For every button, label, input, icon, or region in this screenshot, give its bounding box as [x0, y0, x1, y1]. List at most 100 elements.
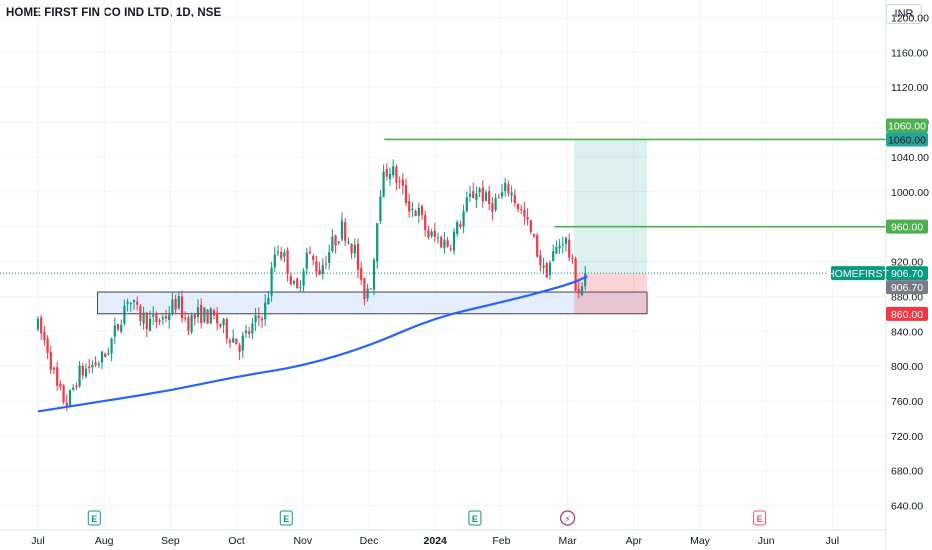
candle-body	[299, 287, 302, 289]
x-tick-label: Feb	[492, 535, 510, 547]
candle-body	[142, 312, 145, 324]
candle-body	[462, 211, 465, 227]
candle-body	[219, 323, 222, 327]
candle-body	[126, 301, 129, 304]
earnings-marker	[468, 510, 482, 526]
candle-body	[510, 192, 513, 196]
candle-body	[254, 315, 257, 323]
candle-body	[350, 243, 353, 254]
candle-body	[481, 187, 484, 202]
candle-body	[353, 244, 356, 254]
candle-body	[571, 257, 574, 260]
mid-target-price-label-text: 960.00	[891, 222, 923, 234]
candle-body	[171, 299, 174, 314]
candle-body	[449, 248, 452, 250]
y-tick-label: 680.00	[891, 466, 923, 478]
x-tick-label: Nov	[293, 535, 312, 547]
candle-body	[494, 198, 497, 210]
candle-body	[206, 309, 209, 324]
candle-body	[113, 325, 116, 337]
candle-body	[78, 365, 81, 387]
earnings-marker	[87, 510, 101, 526]
candle-body	[472, 191, 475, 199]
candle-body	[529, 220, 532, 232]
candle-body	[155, 313, 158, 323]
candle-body	[241, 335, 244, 351]
candle-body	[388, 173, 392, 180]
candle-body	[225, 319, 228, 339]
x-tick-label: Apr	[626, 535, 643, 547]
y-tick-label: 800.00	[891, 361, 923, 373]
candle-body	[46, 338, 49, 353]
candle-body	[248, 331, 251, 334]
candle-body	[580, 286, 584, 296]
candle-body	[334, 235, 337, 246]
ma-value-label-text: 906.70	[891, 282, 923, 294]
candle-body	[526, 216, 529, 220]
candle-body	[280, 251, 283, 259]
y-tick-label: 1000.00	[891, 187, 929, 199]
x-tick-label: 2024	[424, 535, 448, 547]
candle-body	[552, 251, 555, 262]
candle-body	[408, 201, 411, 212]
candle-body	[193, 314, 196, 319]
stop-loss-area	[574, 273, 648, 314]
candle-body	[417, 207, 420, 216]
candle-body	[324, 263, 328, 265]
candle-body	[238, 344, 241, 352]
x-tick-label: Mar	[559, 535, 578, 547]
candle-body	[88, 366, 91, 369]
candle-body	[440, 237, 443, 248]
earnings-marker	[753, 510, 767, 526]
candle-body	[308, 251, 312, 254]
candle-body	[478, 188, 481, 193]
candle-body	[84, 368, 88, 377]
y-tick-label: 1040.00	[891, 152, 929, 164]
candle-body	[548, 262, 552, 276]
candle-body	[446, 240, 449, 247]
candle-body	[244, 330, 248, 334]
candle-body	[62, 385, 65, 403]
candle-body	[120, 324, 123, 332]
candle-body	[270, 267, 273, 296]
target-price-label-text: 1060.00	[888, 120, 926, 132]
candle-body	[94, 362, 97, 366]
candle-body	[376, 223, 379, 262]
candle-body	[497, 197, 500, 199]
target-price-label	[886, 118, 928, 133]
candle-body	[360, 268, 363, 280]
candle-body	[264, 302, 267, 320]
candle-body	[424, 215, 427, 231]
candle-body	[427, 230, 430, 238]
target-price-label-2-text: 1060.00	[888, 134, 926, 146]
candle-body	[190, 315, 193, 333]
candle-body	[177, 296, 180, 309]
candle-body	[136, 301, 139, 305]
candle-body	[180, 296, 184, 319]
candle-body	[187, 317, 190, 331]
candle-body	[174, 298, 177, 310]
candle-body	[484, 192, 488, 202]
candle-body	[273, 254, 276, 268]
x-tick-label: Oct	[228, 535, 244, 547]
candle-body	[430, 231, 433, 237]
candle-body	[222, 319, 225, 326]
candle-body	[168, 314, 171, 320]
candle-body	[436, 237, 440, 239]
candle-body	[123, 305, 126, 324]
candle-body	[129, 302, 132, 304]
candle-body	[392, 166, 395, 176]
candle-body	[545, 263, 548, 278]
target-price-label-2	[886, 132, 928, 147]
candle-body	[574, 258, 577, 291]
candle-body	[564, 237, 568, 244]
candles	[36, 159, 587, 412]
x-tick-label: Jul	[31, 535, 44, 547]
candle-body	[43, 331, 46, 341]
candle-body	[305, 252, 308, 269]
candle-body	[536, 235, 539, 257]
candle-body	[532, 234, 536, 237]
last-price-label	[886, 266, 928, 281]
candle-body	[379, 196, 382, 222]
